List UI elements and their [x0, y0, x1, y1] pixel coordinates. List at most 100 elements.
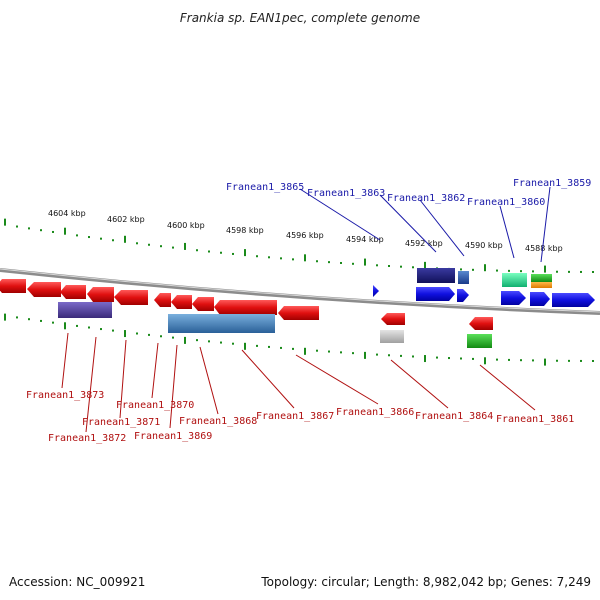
- ruler-dot: [328, 261, 330, 264]
- ruler-dot: [328, 350, 330, 353]
- chart-title: Frankia sp. EAN1pec, complete genome: [180, 11, 420, 25]
- ruler-major-tick: [424, 355, 426, 363]
- gene-arrow[interactable]: [171, 295, 192, 309]
- topology-text: Topology: circular; Length: 8,982,042 bp…: [260, 575, 591, 589]
- gene-arrow[interactable]: [278, 306, 319, 320]
- ruler-dot: [148, 333, 150, 336]
- ruler-dot: [520, 359, 522, 362]
- feature-box[interactable]: [168, 314, 275, 333]
- ruler-dot: [532, 359, 534, 362]
- gene-arrow[interactable]: [416, 287, 455, 301]
- gene-label[interactable]: Franean1_3859: [513, 178, 591, 189]
- ruler-dot: [220, 251, 222, 254]
- feature-box[interactable]: [502, 273, 527, 287]
- feature-box[interactable]: [531, 274, 552, 282]
- feature-box[interactable]: [467, 334, 492, 348]
- gene-label[interactable]: Franean1_3866: [336, 407, 414, 418]
- ruler-dot: [340, 261, 342, 264]
- gene-arrow[interactable]: [214, 300, 277, 315]
- gene-arrow[interactable]: [373, 285, 379, 297]
- gene-arrow[interactable]: [381, 313, 405, 325]
- feature-box[interactable]: [380, 330, 404, 343]
- ruler-dot: [76, 234, 78, 237]
- gene-arrow[interactable]: [552, 293, 595, 307]
- feature-boxes: [58, 268, 552, 348]
- gene-arrow[interactable]: [501, 291, 526, 305]
- gene-arrow[interactable]: [192, 297, 214, 311]
- gene-label[interactable]: Franean1_3869: [134, 431, 212, 442]
- gene-label[interactable]: Franean1_3860: [467, 197, 545, 208]
- ruler-dot: [52, 321, 54, 324]
- ruler-dot: [400, 265, 402, 268]
- accession-text: Accession: NC_009921: [9, 575, 145, 589]
- gene-label[interactable]: Franean1_3868: [179, 416, 257, 427]
- ruler-dot: [28, 227, 30, 230]
- gene-label[interactable]: Franean1_3865: [226, 182, 304, 193]
- ruler-dot: [88, 236, 90, 239]
- gene-arrow[interactable]: [114, 290, 148, 305]
- gene-arrow[interactable]: [530, 292, 550, 306]
- gene-label[interactable]: Franean1_3861: [496, 414, 574, 425]
- gene-arrow[interactable]: [469, 317, 493, 330]
- ruler-dot: [412, 355, 414, 358]
- gene-arrow[interactable]: [154, 293, 171, 307]
- ruler-dot: [568, 270, 570, 273]
- gene-arrow[interactable]: [457, 289, 469, 302]
- ruler-major-tick: [4, 218, 6, 226]
- gene-label[interactable]: Franean1_3871: [82, 417, 160, 428]
- ruler-major-tick: [544, 265, 546, 273]
- ruler-dot: [352, 262, 354, 265]
- gene-label[interactable]: Franean1_3864: [415, 411, 493, 422]
- ruler-dot: [448, 357, 450, 360]
- ruler-dot: [400, 354, 402, 357]
- ruler-dot: [460, 268, 462, 271]
- ruler-dot: [256, 344, 258, 347]
- gene-arrow[interactable]: [60, 285, 86, 299]
- gene-arrow[interactable]: [0, 279, 26, 293]
- ruler-major-tick: [244, 249, 246, 257]
- ruler-dot: [556, 359, 558, 362]
- gene-label[interactable]: Franean1_3867: [256, 411, 334, 422]
- ruler-major-tick: [484, 264, 486, 272]
- top-leader-lines: [299, 186, 551, 263]
- gene-label[interactable]: Franean1_3863: [307, 188, 385, 199]
- feature-box[interactable]: [417, 268, 455, 283]
- gene-arrow[interactable]: [87, 287, 114, 302]
- ruler-dot: [496, 358, 498, 361]
- ruler-dot: [292, 347, 294, 350]
- ruler-dot: [388, 354, 390, 357]
- ruler-major-tick: [364, 258, 366, 266]
- ruler-dot: [232, 342, 234, 345]
- bottom-leader-lines: [61, 332, 536, 433]
- ruler-dot: [208, 340, 210, 343]
- ruler-dot: [100, 237, 102, 240]
- ruler-dot: [40, 319, 42, 322]
- ruler-major-tick: [64, 227, 66, 235]
- ruler-major-tick: [304, 254, 306, 262]
- ruler-dot: [472, 268, 474, 271]
- ruler-dot: [592, 359, 594, 362]
- scale-label: 4592 kbp: [405, 239, 443, 248]
- ruler-dot: [40, 229, 42, 232]
- ruler-major-tick: [364, 351, 366, 359]
- feature-box[interactable]: [531, 282, 552, 288]
- feature-box[interactable]: [458, 271, 469, 284]
- gene-label[interactable]: Franean1_3873: [26, 390, 104, 401]
- ruler-dot: [172, 336, 174, 339]
- ruler-dot: [292, 258, 294, 261]
- feature-box[interactable]: [58, 302, 112, 318]
- gene-label[interactable]: Franean1_3862: [387, 193, 465, 204]
- ruler-dot: [172, 246, 174, 249]
- gene-label[interactable]: Franean1_3872: [48, 433, 126, 444]
- gene-arrow[interactable]: [27, 282, 61, 297]
- gene-label[interactable]: Franean1_3870: [116, 400, 194, 411]
- ruler-dot: [280, 346, 282, 349]
- genome-backbone: [0, 268, 600, 315]
- ruler-dot: [496, 269, 498, 272]
- ruler-dot: [160, 245, 162, 248]
- ruler-major-tick: [64, 322, 66, 330]
- genome-backbone-highlight: [0, 268, 600, 313]
- scale-label: 4600 kbp: [167, 221, 205, 230]
- ruler-dot: [352, 352, 354, 355]
- ruler-dot: [568, 359, 570, 362]
